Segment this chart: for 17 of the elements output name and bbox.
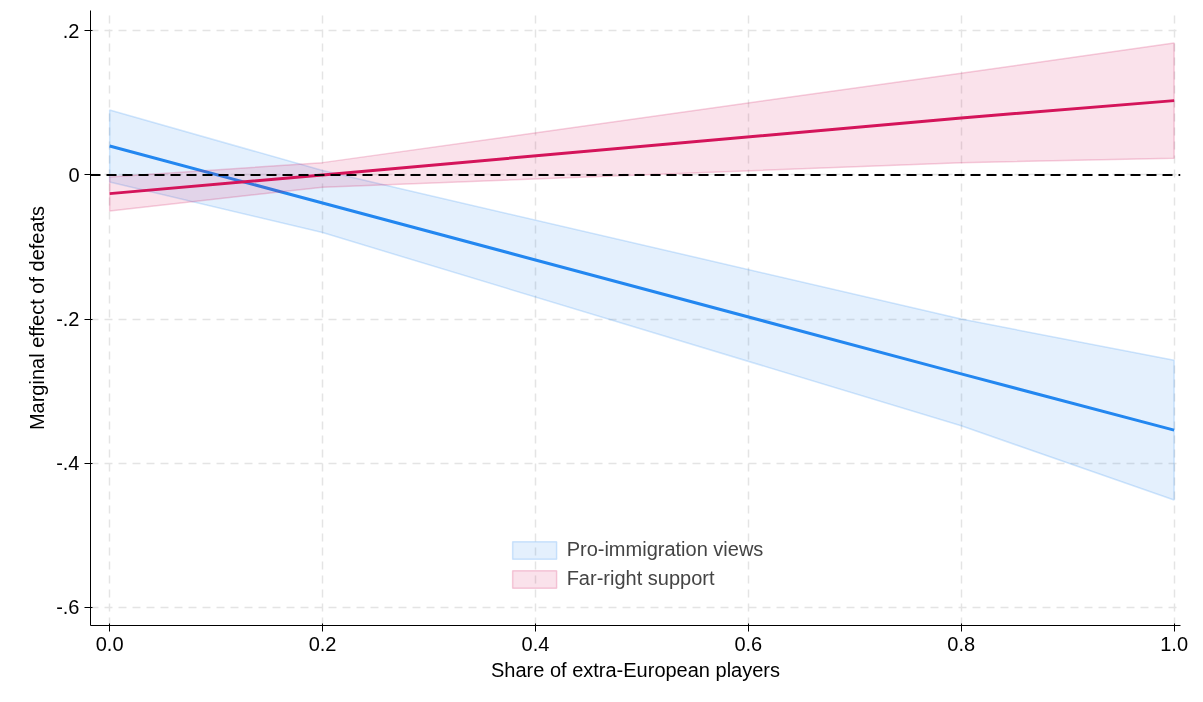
y-tick-label: -.6 [56,596,80,619]
y-tick-label: -.4 [56,452,80,475]
x-tick-label: 0.0 [95,632,124,655]
x-tick-label: 1.0 [1160,632,1189,655]
y-tick-label: -.2 [56,308,80,331]
legend-label: Far-right support [566,567,715,590]
legend-label: Pro-immigration views [566,538,764,561]
y-axis-title: Marginal effect of defeats [26,205,49,431]
x-tick-label: 0.4 [521,632,550,655]
y-tick-label: .2 [62,19,80,42]
y-tick-label: 0 [68,163,80,186]
line-series [108,99,1176,196]
x-tick-label: 0.8 [947,632,976,655]
x-tick-label: 0.2 [308,632,337,655]
line-series [108,144,1176,432]
x-tick-label: 0.6 [734,632,763,655]
x-axis-title: Share of extra-European players [490,658,781,681]
